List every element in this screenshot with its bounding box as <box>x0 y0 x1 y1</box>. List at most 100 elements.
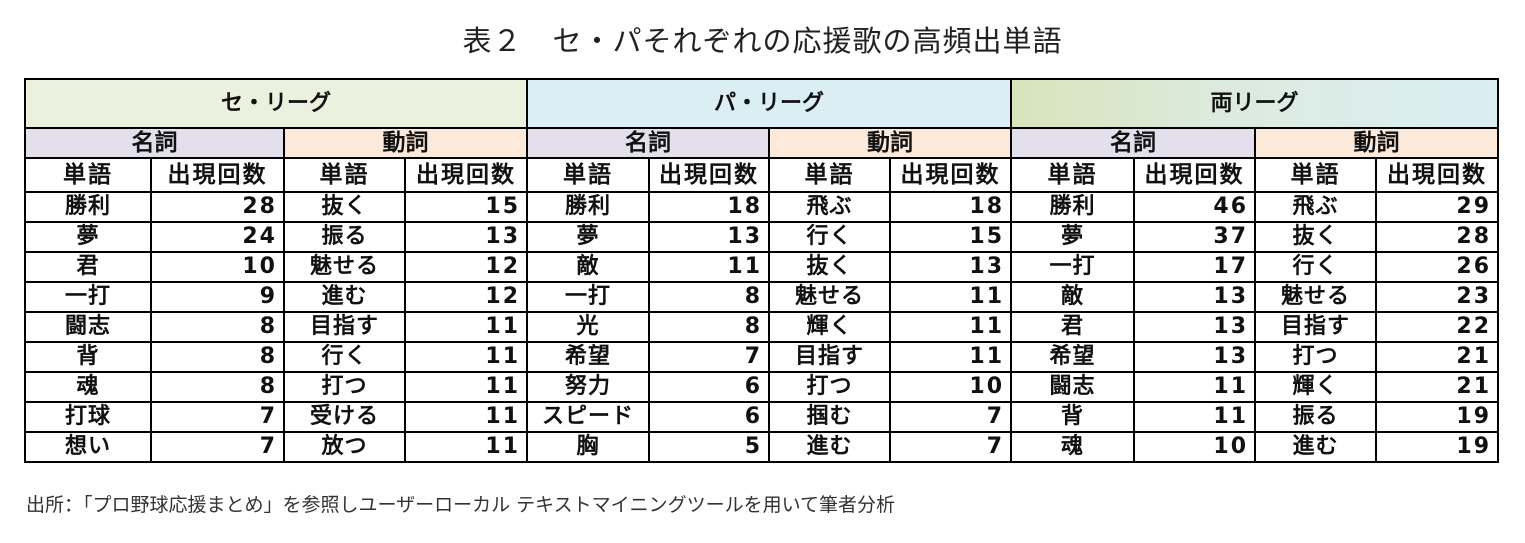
verb-count-cell: 28 <box>1375 221 1500 253</box>
noun-cell: 背 <box>24 341 152 373</box>
noun-count-cell: 5 <box>648 431 771 463</box>
verb-cell: 打つ <box>283 371 406 403</box>
noun-header: 名詞 <box>24 127 285 159</box>
noun-count-cell: 28 <box>150 191 285 223</box>
verb-count-cell: 11 <box>403 311 529 343</box>
column-header-word: 単語 <box>24 157 152 193</box>
table-row: 一打 9 進む 12 一打 8 魅せる 11 敵 13 魅せる 23 <box>24 281 1500 313</box>
verb-count-cell: 13 <box>403 221 529 253</box>
verb-cell: 打つ <box>768 371 892 403</box>
noun-count-cell: 46 <box>1133 191 1257 223</box>
verb-count-cell: 13 <box>889 251 1013 283</box>
verb-cell: 飛ぶ <box>1254 191 1378 223</box>
noun-count-cell: 10 <box>150 251 285 283</box>
noun-count-cell: 24 <box>150 221 285 253</box>
table-row: 夢 24 振る 13 夢 13 行く 15 夢 37 抜く 28 <box>24 221 1500 253</box>
noun-cell: 想い <box>24 431 152 463</box>
verb-cell: 振る <box>1254 401 1378 433</box>
verb-cell: 目指す <box>768 341 892 373</box>
noun-cell: 魂 <box>1010 431 1136 463</box>
noun-count-cell: 6 <box>648 401 771 433</box>
verb-count-cell: 22 <box>1375 311 1500 343</box>
noun-cell: スピード <box>526 401 651 433</box>
column-header-count: 出現回数 <box>1133 157 1257 193</box>
verb-count-cell: 11 <box>889 311 1013 343</box>
verb-header: 動詞 <box>282 127 529 159</box>
noun-count-cell: 13 <box>1133 341 1257 373</box>
table-title: 表２ セ・パそれぞれの応援歌の高頻出単語 <box>462 24 1063 58</box>
noun-cell: 闘志 <box>24 311 152 343</box>
noun-cell: 光 <box>526 311 651 343</box>
verb-cell: 抜く <box>768 251 892 283</box>
verb-count-cell: 18 <box>889 191 1013 223</box>
table-row: 魂 8 打つ 11 努力 6 打つ 10 闘志 11 輝く 21 <box>24 371 1500 403</box>
noun-count-cell: 13 <box>1133 311 1257 343</box>
noun-count-cell: 7 <box>648 341 771 373</box>
verb-count-cell: 26 <box>1375 251 1500 283</box>
noun-cell: 希望 <box>1010 341 1136 373</box>
verb-cell: 受ける <box>283 401 406 433</box>
noun-cell: 夢 <box>1010 221 1136 253</box>
column-header-count: 出現回数 <box>648 157 771 193</box>
table-row: 背 8 行く 11 希望 7 目指す 11 希望 13 打つ 21 <box>24 341 1500 373</box>
verb-cell: 掴む <box>768 401 892 433</box>
verb-cell: 打つ <box>1254 341 1378 373</box>
noun-cell: 一打 <box>526 281 651 313</box>
verb-count-cell: 21 <box>1375 341 1500 373</box>
noun-count-cell: 8 <box>648 281 771 313</box>
noun-count-cell: 9 <box>150 281 285 313</box>
verb-header: 動詞 <box>768 127 1013 159</box>
verb-count-cell: 29 <box>1375 191 1500 223</box>
verb-count-cell: 15 <box>403 191 529 223</box>
noun-count-cell: 18 <box>648 191 771 223</box>
verb-count-cell: 11 <box>403 341 529 373</box>
noun-cell: 夢 <box>24 221 152 253</box>
verb-cell: 抜く <box>283 191 406 223</box>
noun-count-cell: 7 <box>150 431 285 463</box>
noun-count-cell: 13 <box>648 221 771 253</box>
verb-count-cell: 11 <box>403 431 529 463</box>
verb-cell: 進む <box>1254 431 1378 463</box>
verb-cell: 行く <box>768 221 892 253</box>
word-frequency-table: セ・リーグ パ・リーグ 両リーグ 名詞 動詞 名詞 動詞 名詞 動詞 単語 出現… <box>23 78 1500 463</box>
verb-count-cell: 15 <box>889 221 1013 253</box>
verb-cell: 魅せる <box>1254 281 1378 313</box>
noun-count-cell: 7 <box>150 401 285 433</box>
league-header-row: セ・リーグ パ・リーグ 両リーグ <box>23 78 1500 129</box>
pos-header-row: 名詞 動詞 名詞 動詞 名詞 動詞 <box>24 127 1500 159</box>
verb-count-cell: 7 <box>889 431 1013 463</box>
noun-cell: 夢 <box>526 221 651 253</box>
column-header-row: 単語 出現回数 単語 出現回数 単語 出現回数 単語 出現回数 単語 出現回数 … <box>24 157 1500 193</box>
verb-count-cell: 21 <box>1375 371 1500 403</box>
noun-cell: 背 <box>1010 401 1136 433</box>
noun-cell: 敵 <box>526 251 651 283</box>
noun-cell: 勝利 <box>1010 191 1136 223</box>
verb-count-cell: 11 <box>403 401 529 433</box>
noun-count-cell: 8 <box>150 341 285 373</box>
noun-count-cell: 10 <box>1133 431 1257 463</box>
league-header-both: 両リーグ <box>1010 78 1500 129</box>
verb-cell: 魅せる <box>768 281 892 313</box>
noun-count-cell: 6 <box>648 371 771 403</box>
column-header-word: 単語 <box>1010 157 1136 193</box>
noun-count-cell: 8 <box>150 371 285 403</box>
verb-cell: 抜く <box>1254 221 1378 253</box>
verb-cell: 目指す <box>283 311 406 343</box>
noun-cell: 一打 <box>1010 251 1136 283</box>
league-header-pa: パ・リーグ <box>526 78 1013 129</box>
table-row: 勝利 28 抜く 15 勝利 18 飛ぶ 18 勝利 46 飛ぶ 29 <box>24 191 1500 223</box>
noun-cell: 胸 <box>526 431 651 463</box>
verb-header: 動詞 <box>1254 127 1500 159</box>
noun-cell: 君 <box>1010 311 1136 343</box>
league-header-ce: セ・リーグ <box>23 78 529 129</box>
verb-count-cell: 10 <box>889 371 1013 403</box>
verb-count-cell: 11 <box>403 371 529 403</box>
noun-count-cell: 11 <box>648 251 771 283</box>
noun-cell: 打球 <box>24 401 152 433</box>
column-header-word: 単語 <box>768 157 892 193</box>
verb-cell: 進む <box>283 281 406 313</box>
table-row: 君 10 魅せる 12 敵 11 抜く 13 一打 17 行く 26 <box>24 251 1500 283</box>
verb-cell: 輝く <box>1254 371 1378 403</box>
noun-cell: 勝利 <box>526 191 651 223</box>
noun-count-cell: 11 <box>1133 401 1257 433</box>
